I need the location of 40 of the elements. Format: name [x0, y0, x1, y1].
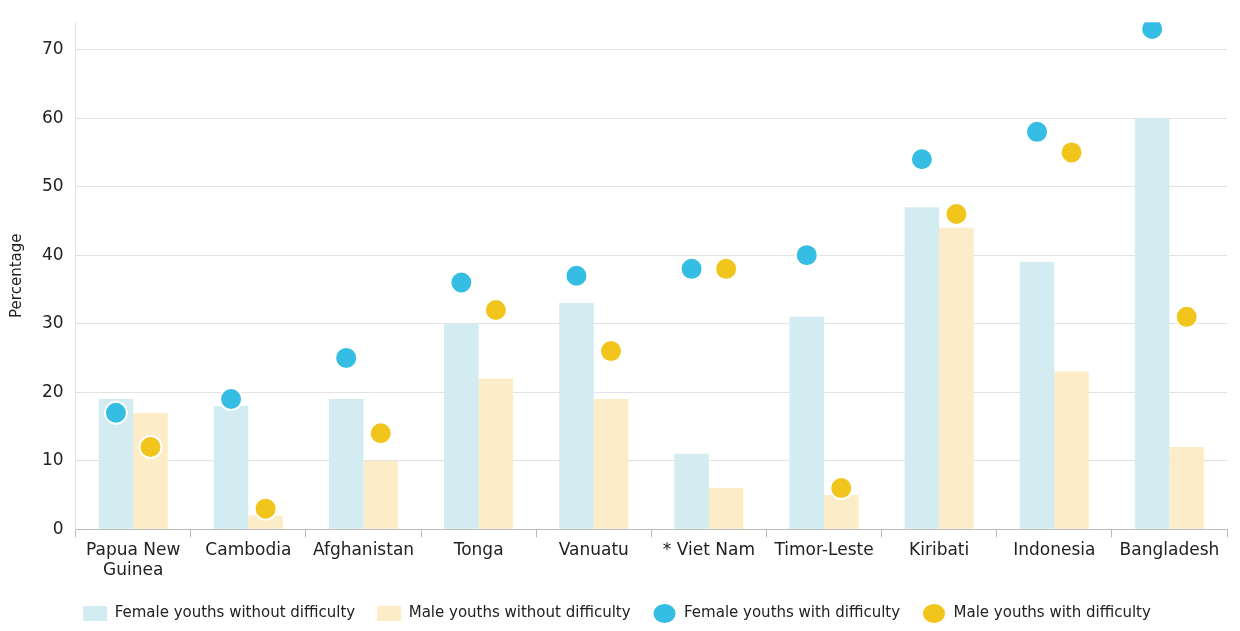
x-tick-label: * Viet Nam	[662, 538, 755, 559]
bar	[904, 207, 940, 529]
bar	[213, 405, 249, 529]
y-tick-label: 70	[41, 38, 64, 59]
y-tick-label: 10	[41, 449, 64, 470]
y-tick-label: 60	[41, 106, 64, 127]
x-tick-label: Kiribati	[909, 538, 970, 559]
bar	[559, 303, 594, 529]
x-tick-label: Afghanistan	[312, 538, 415, 559]
bar	[363, 460, 399, 529]
bar	[328, 399, 364, 529]
legend-label: Male youths without difficulty	[408, 603, 631, 622]
y-tick-label: 20	[41, 380, 64, 401]
y-tick-label: 30	[41, 312, 64, 333]
bar	[674, 453, 709, 529]
bar	[593, 399, 629, 529]
bar	[789, 316, 825, 529]
x-tick-label: Papua New Guinea	[86, 538, 181, 580]
legend-label: Female youths with difficulty	[684, 603, 901, 622]
bar	[1134, 118, 1170, 529]
bar	[708, 488, 744, 529]
legend-label: Female youths without difficulty	[114, 603, 356, 622]
bar	[1054, 371, 1089, 529]
y-tick-label: 40	[41, 243, 64, 264]
legend-label: Male youths with difficulty	[953, 603, 1151, 622]
x-tick-label: Tonga	[452, 538, 504, 559]
bar	[939, 227, 974, 529]
bar	[1019, 262, 1055, 529]
y-axis-title: Percentage	[6, 233, 25, 318]
x-tick-label: Timor-Leste	[773, 538, 874, 559]
bar	[478, 378, 514, 529]
x-tick-label: Cambodia	[205, 538, 292, 559]
y-tick-label: 50	[41, 175, 64, 196]
x-tick-label: Indonesia	[1013, 538, 1096, 559]
x-tick-label: Vanuatu	[558, 538, 629, 559]
y-tick-label: 0	[52, 517, 64, 538]
bar	[1169, 446, 1204, 529]
bar	[824, 494, 859, 529]
x-tick-label: Bangladesh	[1119, 538, 1220, 559]
bar	[444, 323, 479, 529]
